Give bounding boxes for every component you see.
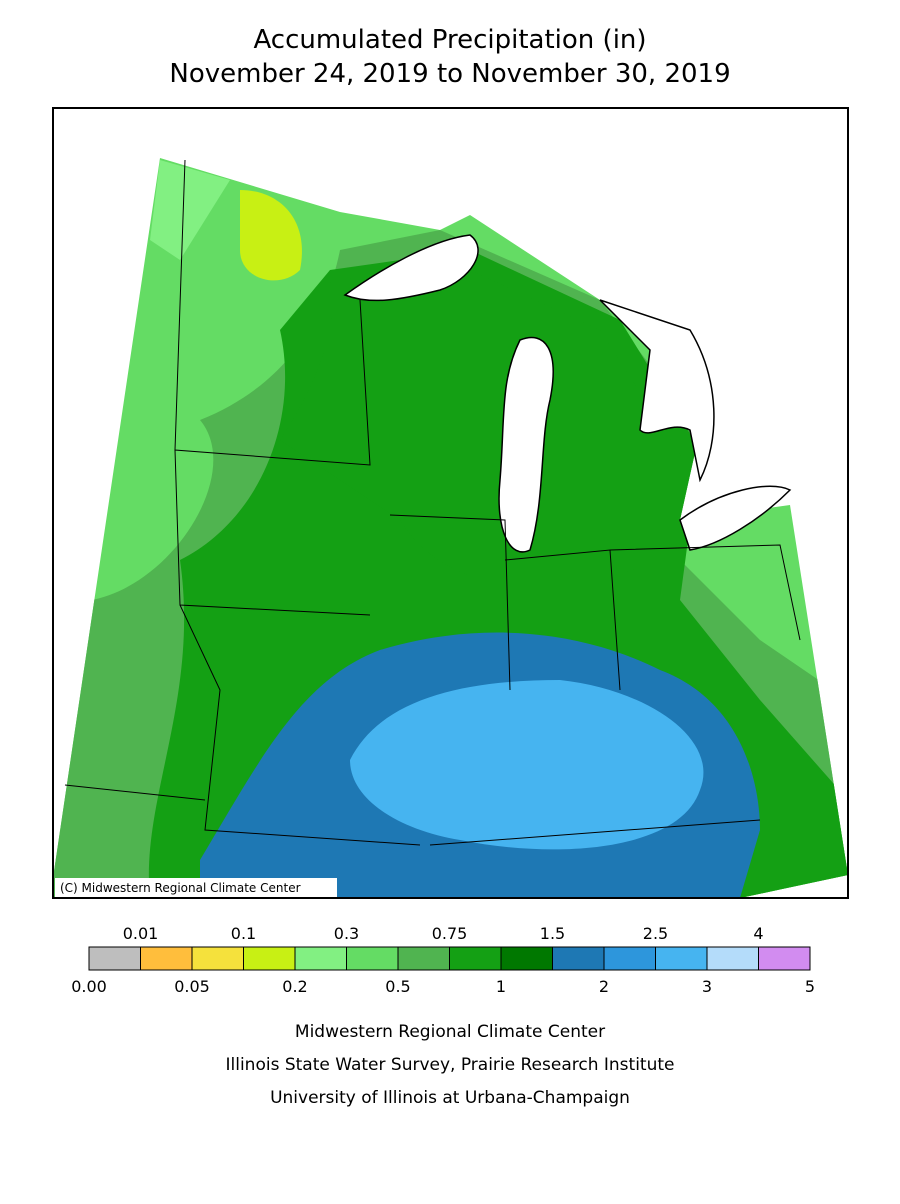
legend-label: 4 <box>753 924 763 943</box>
legend-swatch <box>706 946 759 971</box>
legend-label: 0.5 <box>385 977 410 996</box>
subtitle: November 24, 2019 to November 30, 2019 <box>169 59 730 89</box>
legend-swatch <box>140 946 193 971</box>
legend: 0.00 0.01 0.05 0.1 0.2 0.3 0.5 0.75 1 1.5 2 2.5 3 4 5 <box>71 924 815 996</box>
legend-label: 1.5 <box>540 924 565 943</box>
legend-label: 0.3 <box>334 924 359 943</box>
legend-label: 0.01 <box>123 924 159 943</box>
zone <box>240 190 302 281</box>
legend-swatch <box>552 946 605 971</box>
legend-swatch <box>294 946 347 971</box>
legend-label: 2 <box>599 977 609 996</box>
footer-line: University of Illinois at Urbana-Champai… <box>270 1088 630 1108</box>
legend-label: 3 <box>702 977 712 996</box>
legend-label: 0.00 <box>71 977 107 996</box>
legend-swatch <box>655 946 708 971</box>
credit-box <box>55 878 337 897</box>
state-borders <box>64 159 801 846</box>
legend-label: 0.2 <box>282 977 307 996</box>
zone <box>280 270 690 587</box>
zone <box>150 160 230 260</box>
legend-label: 2.5 <box>643 924 668 943</box>
legend-swatch <box>243 946 296 971</box>
legend-label: 0.05 <box>174 977 210 996</box>
legend-label: 0.1 <box>231 924 256 943</box>
lakes <box>343 234 792 553</box>
title: Accumulated Precipitation (in) <box>253 25 646 55</box>
legend-swatch <box>758 946 811 971</box>
legend-label: 5 <box>805 977 815 996</box>
zone <box>350 680 704 850</box>
credit: (C) Midwestern Regional Climate Center <box>60 881 301 895</box>
legend-label: 1 <box>496 977 506 996</box>
footer-line: Illinois State Water Survey, Prairie Res… <box>226 1055 675 1075</box>
legend-swatch <box>397 946 450 971</box>
legend-swatch <box>603 946 656 971</box>
legend-swatch <box>346 946 399 971</box>
legend-swatch <box>449 946 502 971</box>
footer-line: Midwestern Regional Climate Center <box>295 1022 605 1042</box>
footer: Midwestern Regional Climate Center Illino… <box>226 1022 675 1108</box>
map-frame <box>52 107 849 899</box>
legend-swatch <box>500 946 553 971</box>
legend-swatch <box>191 946 244 971</box>
map: (C) Midwestern Regional Climate Center <box>52 107 849 899</box>
legend-swatch <box>88 946 141 971</box>
legend-label: 0.75 <box>432 924 468 943</box>
